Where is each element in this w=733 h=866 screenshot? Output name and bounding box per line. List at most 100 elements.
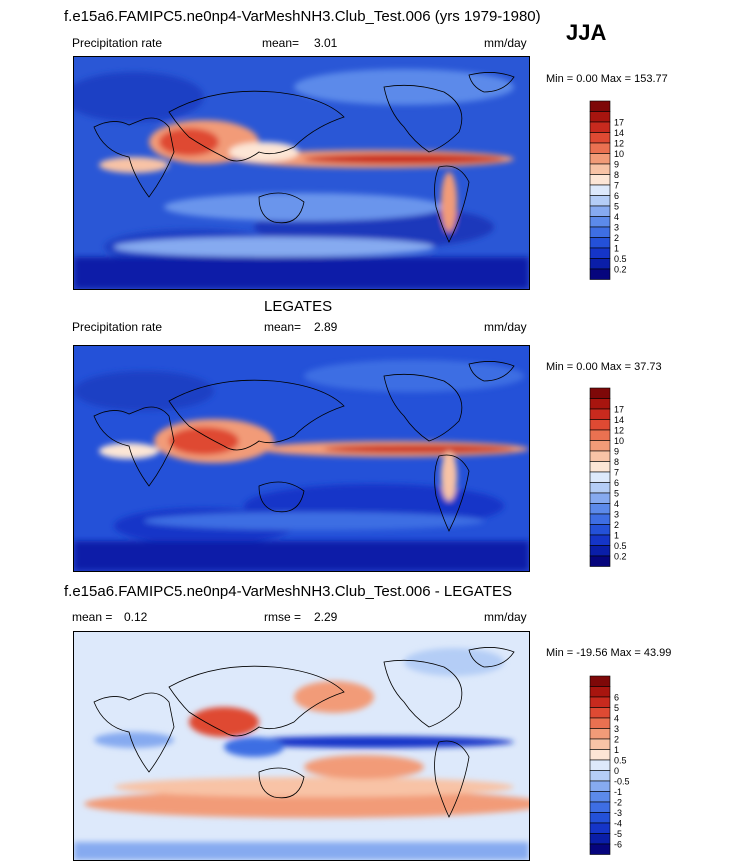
panel2-colorbar-tick-label: 9 <box>614 447 619 457</box>
panel1-colorbar-tick-label: 0.5 <box>614 254 627 264</box>
season-label: JJA <box>566 20 607 45</box>
panel2-colorbar: 0.2 0.5 1 2 3 4 5 6 7 8 9 10 12 14 17 <box>589 387 650 570</box>
panel2-colorbar-box <box>589 429 611 441</box>
panel2-max-value: 37.73 <box>634 361 662 373</box>
panel3-colorbar-box <box>589 780 611 792</box>
panel1-colorbar-tick-label: 0.2 <box>614 265 627 275</box>
panel1-colorbar-box <box>589 237 611 249</box>
panel2-colorbar-box <box>589 492 611 504</box>
panel2-colorbar-tick-label: 0.5 <box>614 541 627 551</box>
panel2-colorbar-box <box>589 503 611 515</box>
panel3-rmse-value: 2.29 <box>314 610 338 624</box>
panel1-mean-value: 3.01 <box>314 36 338 50</box>
panel3-title: f.e15a6.FAMIPC5.ne0np4-VarMeshNH3.Club_T… <box>64 583 513 600</box>
panel1-max-value: 153.77 <box>634 73 668 85</box>
panel3-colorbar-box <box>589 686 611 698</box>
panel3-colorbar-tick-label: 0.5 <box>614 756 627 766</box>
panel3-colorbar-box <box>589 675 611 687</box>
panel1-colorbar-box <box>589 121 611 133</box>
panel3-colorbar-box <box>589 812 611 824</box>
panel3-colorbar-box <box>589 801 611 813</box>
panel2-colorbar-box <box>589 513 611 525</box>
panel1-colorbar-tick-label: 6 <box>614 191 619 201</box>
panel1-units: mm/day <box>484 36 527 50</box>
panel3-colorbar-box <box>589 738 611 750</box>
panel1-colorbar-box <box>589 100 611 112</box>
panel2-colorbar-tick-label: 6 <box>614 478 619 488</box>
panel2-title: LEGATES <box>264 298 333 315</box>
panel2-minmax: Min = 0.00 Max = 37.73 <box>546 361 662 373</box>
panel1-colorbar-tick-label: 1 <box>614 244 619 254</box>
panel2-colorbar-box <box>589 461 611 473</box>
panel3-colorbar-box <box>589 717 611 729</box>
panel1-minmax: Min = 0.00 Max = 153.77 <box>546 73 668 85</box>
panel1-colorbar-box <box>589 142 611 154</box>
panel3-colorbar-tick-label: -0.5 <box>614 777 630 787</box>
panel2-colorbar-box <box>589 408 611 420</box>
panel2-precip-map <box>73 345 530 572</box>
panel2-variable-label: Precipitation rate <box>72 320 163 334</box>
panel3-difference-map <box>73 631 530 861</box>
panel2-colorbar-tick-label: 14 <box>614 415 624 425</box>
panel1-colorbar-tick-label: 17 <box>614 118 624 128</box>
panel2-colorbar-tick-label: 5 <box>614 489 619 499</box>
panel1-colorbar-box <box>589 184 611 196</box>
panel1-colorbar-box <box>589 258 611 270</box>
panel1-min-value: 0.00 <box>576 73 598 85</box>
panel1-mean-label: mean= <box>262 36 300 50</box>
panel2-colorbar-tick-label: 2 <box>614 520 619 530</box>
panel1-colorbar-tick-label: 8 <box>614 170 619 180</box>
panel3-colorbar-tick-label: 5 <box>614 703 619 713</box>
panel2-colorbar-tick-label: 10 <box>614 436 624 446</box>
panel1-colorbar-box <box>589 111 611 123</box>
panel3-colorbar-tick-label: 1 <box>614 745 619 755</box>
panel2-colorbar-box <box>589 398 611 410</box>
panel2-colorbar-box <box>589 440 611 452</box>
panel2-max-label: Max = <box>600 361 632 373</box>
panel2-min-label: Min = <box>546 361 574 373</box>
panel2-colorbar-tick-label: 12 <box>614 426 624 436</box>
panel2-colorbar-box <box>589 524 611 536</box>
panel3-colorbar-tick-label: -4 <box>614 819 622 829</box>
panel3-mean-value: 0.12 <box>124 610 148 624</box>
panel2-colorbar-tick-label: 3 <box>614 510 619 520</box>
panel3-colorbar-tick-label: 4 <box>614 714 619 724</box>
panel2-colorbar-tick-label: 7 <box>614 468 619 478</box>
panel1-colorbar-box <box>589 195 611 207</box>
panel2-colorbar-tick-label: 0.2 <box>614 552 627 562</box>
panel2-colorbar-box <box>589 471 611 483</box>
panel2-mean-value: 2.89 <box>314 320 338 334</box>
panel1-max-label: Max = <box>600 73 632 85</box>
panel3-colorbar-box <box>589 749 611 761</box>
panel3-colorbar-tick-label: -5 <box>614 829 622 839</box>
panel2-colorbar-box <box>589 534 611 546</box>
panel3-mean-label: mean = <box>72 610 113 624</box>
panel1-variable-label: Precipitation rate <box>72 36 163 50</box>
panel3-colorbar-tick-label: -1 <box>614 787 622 797</box>
panel1-colorbar-tick-label: 9 <box>614 160 619 170</box>
panel1-colorbar-box <box>589 174 611 186</box>
panel3-colorbar-tick-label: 2 <box>614 735 619 745</box>
panel1-colorbar-box <box>589 247 611 259</box>
main-title: f.e15a6.FAMIPC5.ne0np4-VarMeshNH3.Club_T… <box>64 8 541 25</box>
panel1-colorbar-tick-label: 12 <box>614 139 624 149</box>
panel2-units: mm/day <box>484 320 527 334</box>
panel3-min-label: Min = <box>546 647 574 659</box>
panel2-mean-label: mean= <box>264 320 302 334</box>
panel3-colorbar-box <box>589 696 611 708</box>
panel1-colorbar-box <box>589 153 611 165</box>
panel2-colorbar-box <box>589 419 611 431</box>
panel2-colorbar-box <box>589 545 611 557</box>
panel3-colorbar-tick-label: 6 <box>614 693 619 703</box>
panel1-colorbar-box <box>589 132 611 144</box>
panel2-colorbar-box <box>589 450 611 462</box>
panel3-rmse-label: rmse = <box>264 610 302 624</box>
panel3-colorbar-box <box>589 770 611 782</box>
panel1-colorbar-box <box>589 216 611 228</box>
panel1-colorbar-tick-label: 14 <box>614 128 624 138</box>
panel1-colorbar: 0.2 0.5 1 2 3 4 5 6 7 8 9 10 12 14 17 <box>589 100 650 283</box>
panel3-colorbar-box <box>589 843 611 855</box>
panel1-colorbar-box <box>589 163 611 175</box>
panel1-colorbar-tick-label: 4 <box>614 212 619 222</box>
panel3-colorbar-tick-label: -2 <box>614 798 622 808</box>
